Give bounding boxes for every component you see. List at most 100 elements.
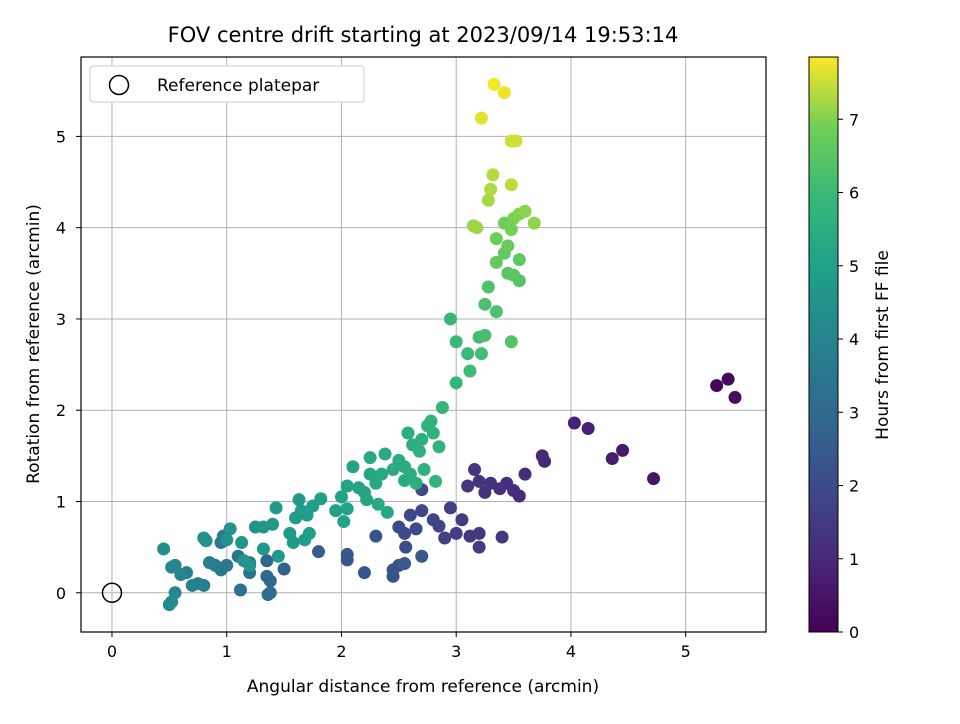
colorbar-ticks: 0 1 2 3 4 5 6 7 (838, 110, 859, 642)
data-point (266, 517, 280, 531)
data-point (481, 280, 495, 294)
data-point (369, 529, 383, 543)
data-point (512, 253, 526, 267)
data-point (463, 364, 477, 378)
data-point (489, 305, 503, 319)
data-point (162, 598, 176, 612)
colorbar-frame (808, 56, 839, 633)
data-point (501, 239, 515, 253)
data-point (472, 474, 486, 488)
data-point (438, 531, 452, 545)
data-point (157, 542, 171, 556)
colorbar-tick-label: 5 (849, 257, 859, 276)
colorbar-tick-label: 3 (849, 403, 859, 422)
data-point (478, 328, 492, 342)
data-point (277, 562, 291, 576)
data-point (165, 560, 179, 574)
data-point (581, 421, 595, 435)
data-point (380, 505, 394, 519)
data-point (470, 221, 484, 235)
data-point (261, 588, 275, 602)
data-point (340, 502, 354, 516)
data-point (474, 111, 488, 125)
x-tick-label: 3 (451, 642, 461, 661)
legend-box (89, 65, 365, 103)
data-point (220, 533, 234, 547)
data-point (710, 379, 724, 393)
data-point (426, 513, 440, 527)
legend: Reference platepar (89, 65, 365, 103)
colorbar-tick-label: 7 (849, 110, 859, 129)
colorbar-tick-label: 6 (849, 184, 859, 203)
data-point (403, 508, 417, 522)
data-point (286, 536, 300, 550)
data-point (429, 474, 443, 488)
data-point (233, 583, 247, 597)
data-point (472, 526, 486, 540)
colorbar: 0 1 2 3 4 5 6 7 Hours from first FF file (808, 56, 893, 642)
data-point (424, 414, 438, 428)
data-point (386, 569, 400, 583)
data-point (340, 479, 354, 493)
data-point (509, 134, 523, 148)
data-point (478, 485, 492, 499)
data-points (157, 77, 742, 612)
y-tick-label: 2 (56, 401, 66, 420)
data-point (527, 216, 541, 230)
data-point (271, 549, 285, 563)
data-point (337, 515, 351, 529)
data-point (647, 472, 661, 486)
data-point (312, 545, 326, 559)
data-point (314, 492, 328, 506)
data-point (223, 522, 237, 536)
data-point (203, 556, 217, 570)
data-point (567, 416, 581, 430)
y-tick-label: 4 (56, 219, 66, 238)
reference-platepar-marker (101, 582, 123, 604)
data-point (489, 232, 503, 246)
data-point (398, 557, 412, 571)
colorbar-tick-label: 2 (849, 477, 859, 496)
data-point (340, 553, 354, 567)
data-point (415, 432, 429, 446)
data-point (417, 463, 431, 477)
data-point (443, 501, 457, 515)
y-axis-ticks: 0 1 2 3 4 5 (56, 127, 81, 603)
x-tick-label: 4 (566, 642, 576, 661)
data-point (443, 312, 457, 326)
data-point (269, 501, 283, 515)
data-point (409, 522, 423, 536)
data-point (535, 449, 549, 463)
data-point (243, 558, 257, 572)
plot-frame (80, 56, 767, 633)
legend-entry: Reference platepar (157, 76, 319, 96)
x-tick-label: 1 (222, 642, 232, 661)
data-point (399, 540, 413, 554)
y-tick-label: 1 (56, 492, 66, 511)
x-axis-label: Angular distance from reference (arcmin) (247, 677, 599, 697)
data-point (392, 520, 406, 534)
y-tick-label: 5 (56, 127, 66, 146)
x-axis-ticks: 0 1 2 3 4 5 (107, 632, 691, 661)
x-tick-label: 0 (107, 642, 117, 661)
colorbar-gradient (809, 57, 838, 632)
data-point (415, 549, 429, 563)
data-point (409, 476, 423, 490)
data-point (292, 493, 306, 507)
data-point (455, 513, 469, 527)
data-point (449, 526, 463, 540)
data-point (497, 86, 511, 100)
data-point (357, 566, 371, 580)
data-point (329, 504, 343, 518)
data-point (256, 542, 270, 556)
legend-marker (108, 74, 130, 96)
data-point (468, 463, 482, 477)
data-point (616, 443, 630, 457)
data-point (375, 467, 389, 481)
data-point (518, 204, 532, 218)
data-point (235, 536, 249, 550)
data-point (401, 426, 415, 440)
data-point (435, 400, 449, 414)
grid-lines (81, 57, 766, 632)
data-point (199, 534, 213, 548)
